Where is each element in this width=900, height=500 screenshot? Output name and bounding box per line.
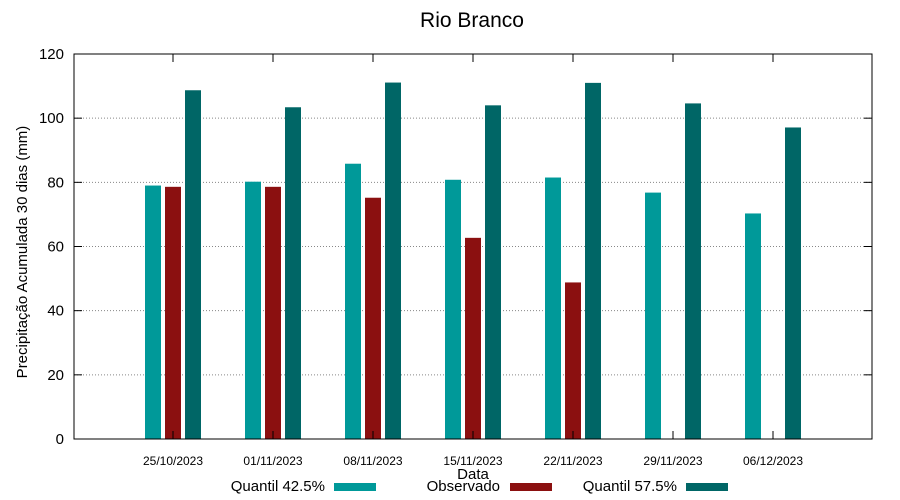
bar [645, 192, 661, 439]
y-tick-label: 120 [39, 46, 64, 63]
bar [785, 127, 801, 440]
bar [365, 197, 381, 439]
legend: Quantil 42.5% Observado Quantil 57.5% [231, 478, 728, 495]
y-axis-ticks: 0 20 40 60 80 100 120 [39, 46, 872, 448]
y-axis-label: Precipitação Acumulada 30 dias (mm) [14, 126, 31, 379]
legend-label: Quantil 57.5% [583, 478, 677, 495]
y-tick-label: 20 [47, 367, 64, 384]
legend-label: Quantil 42.5% [231, 478, 325, 495]
legend-swatch [510, 483, 552, 491]
bar [285, 107, 301, 439]
x-tick-label: 15/11/2023 [443, 454, 502, 468]
legend-label: Observado [427, 478, 500, 495]
y-tick-label: 0 [56, 431, 64, 448]
bar [745, 213, 761, 439]
y-tick-label: 60 [47, 239, 64, 256]
bar [545, 177, 561, 440]
y-tick-label: 40 [47, 303, 64, 320]
bar [685, 103, 701, 440]
bar [245, 181, 261, 440]
bar [465, 237, 481, 439]
chart-title: Rio Branco [420, 9, 524, 32]
x-tick-label: 25/10/2023 [143, 454, 203, 468]
x-tick-label: 29/11/2023 [643, 454, 702, 468]
bar [185, 90, 201, 440]
y-tick-label: 100 [39, 110, 64, 127]
bar [385, 82, 401, 439]
bar [445, 179, 461, 439]
bar [345, 163, 361, 439]
x-tick-label: 01/11/2023 [243, 454, 302, 468]
x-tick-label: 22/11/2023 [543, 454, 602, 468]
bar [485, 105, 501, 439]
legend-swatch [334, 483, 376, 491]
y-tick-label: 80 [47, 174, 64, 191]
x-tick-label: 06/12/2023 [743, 454, 803, 468]
bar [565, 282, 581, 439]
bar [165, 186, 181, 439]
x-axis-ticks: 25/10/2023 01/11/2023 08/11/2023 15/11/2023… [143, 54, 803, 468]
legend-swatch [686, 483, 728, 491]
x-axis-label: Data [457, 466, 489, 483]
x-tick-label: 08/11/2023 [343, 454, 402, 468]
bar [265, 186, 281, 439]
bar [585, 82, 601, 439]
bars [145, 82, 801, 440]
bar [145, 185, 161, 439]
